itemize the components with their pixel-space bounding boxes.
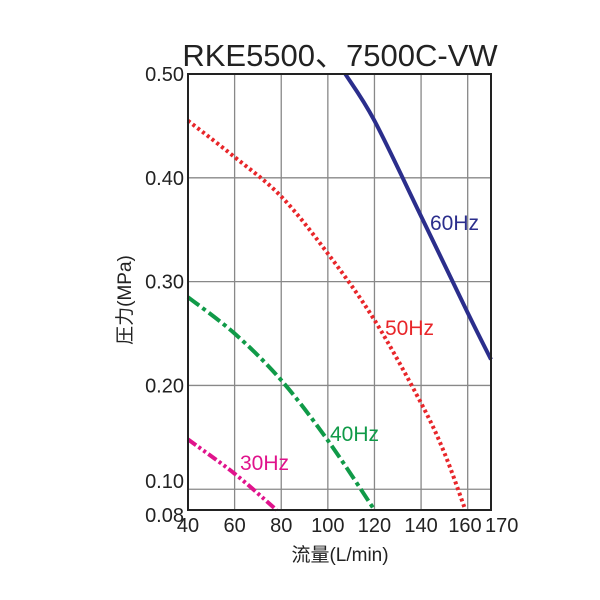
series-label-50Hz: 50Hz bbox=[385, 317, 434, 340]
x-tick-label: 120 bbox=[358, 515, 391, 537]
series-line-30Hz bbox=[186, 437, 278, 512]
series-line-50Hz bbox=[186, 119, 468, 511]
series-labels: 60Hz 50Hz 40Hz 30Hz bbox=[240, 212, 479, 475]
series-layer bbox=[186, 72, 493, 512]
series-label-30Hz: 30Hz bbox=[240, 452, 289, 475]
y-tick-label: 0.10 bbox=[145, 471, 184, 493]
series-line-40Hz bbox=[186, 295, 377, 512]
x-tick-label: 100 bbox=[311, 515, 344, 537]
chart-title: RKE5500、7500C-VW bbox=[182, 38, 498, 73]
x-tick-label: 80 bbox=[270, 515, 292, 537]
x-tick-label: 170 bbox=[485, 515, 518, 537]
y-tick-label: 0.50 bbox=[145, 64, 184, 86]
series-label-60Hz: 60Hz bbox=[430, 212, 479, 235]
plot-frame bbox=[187, 73, 492, 511]
x-tick-label: 140 bbox=[404, 515, 437, 537]
x-axis-label: 流量(L/min) bbox=[291, 544, 388, 566]
y-tick-label: 0.08 bbox=[145, 505, 184, 527]
series-label-40Hz: 40Hz bbox=[330, 423, 379, 446]
tick-labels: 40 60 80 100 120 140 160 170 0.08 0.10 0.20 0.30 0.4… bbox=[145, 64, 518, 537]
plot-border bbox=[187, 73, 492, 511]
y-axis-label: 圧力(MPa) bbox=[114, 255, 136, 345]
y-tick-label: 0.20 bbox=[145, 375, 184, 397]
y-tick-label: 0.40 bbox=[145, 168, 184, 190]
x-tick-label: 40 bbox=[177, 515, 199, 537]
series-line-60Hz bbox=[343, 72, 493, 361]
x-tick-label: 160 bbox=[448, 515, 481, 537]
y-tick-label: 0.30 bbox=[145, 272, 184, 294]
x-tick-label: 60 bbox=[223, 515, 245, 537]
